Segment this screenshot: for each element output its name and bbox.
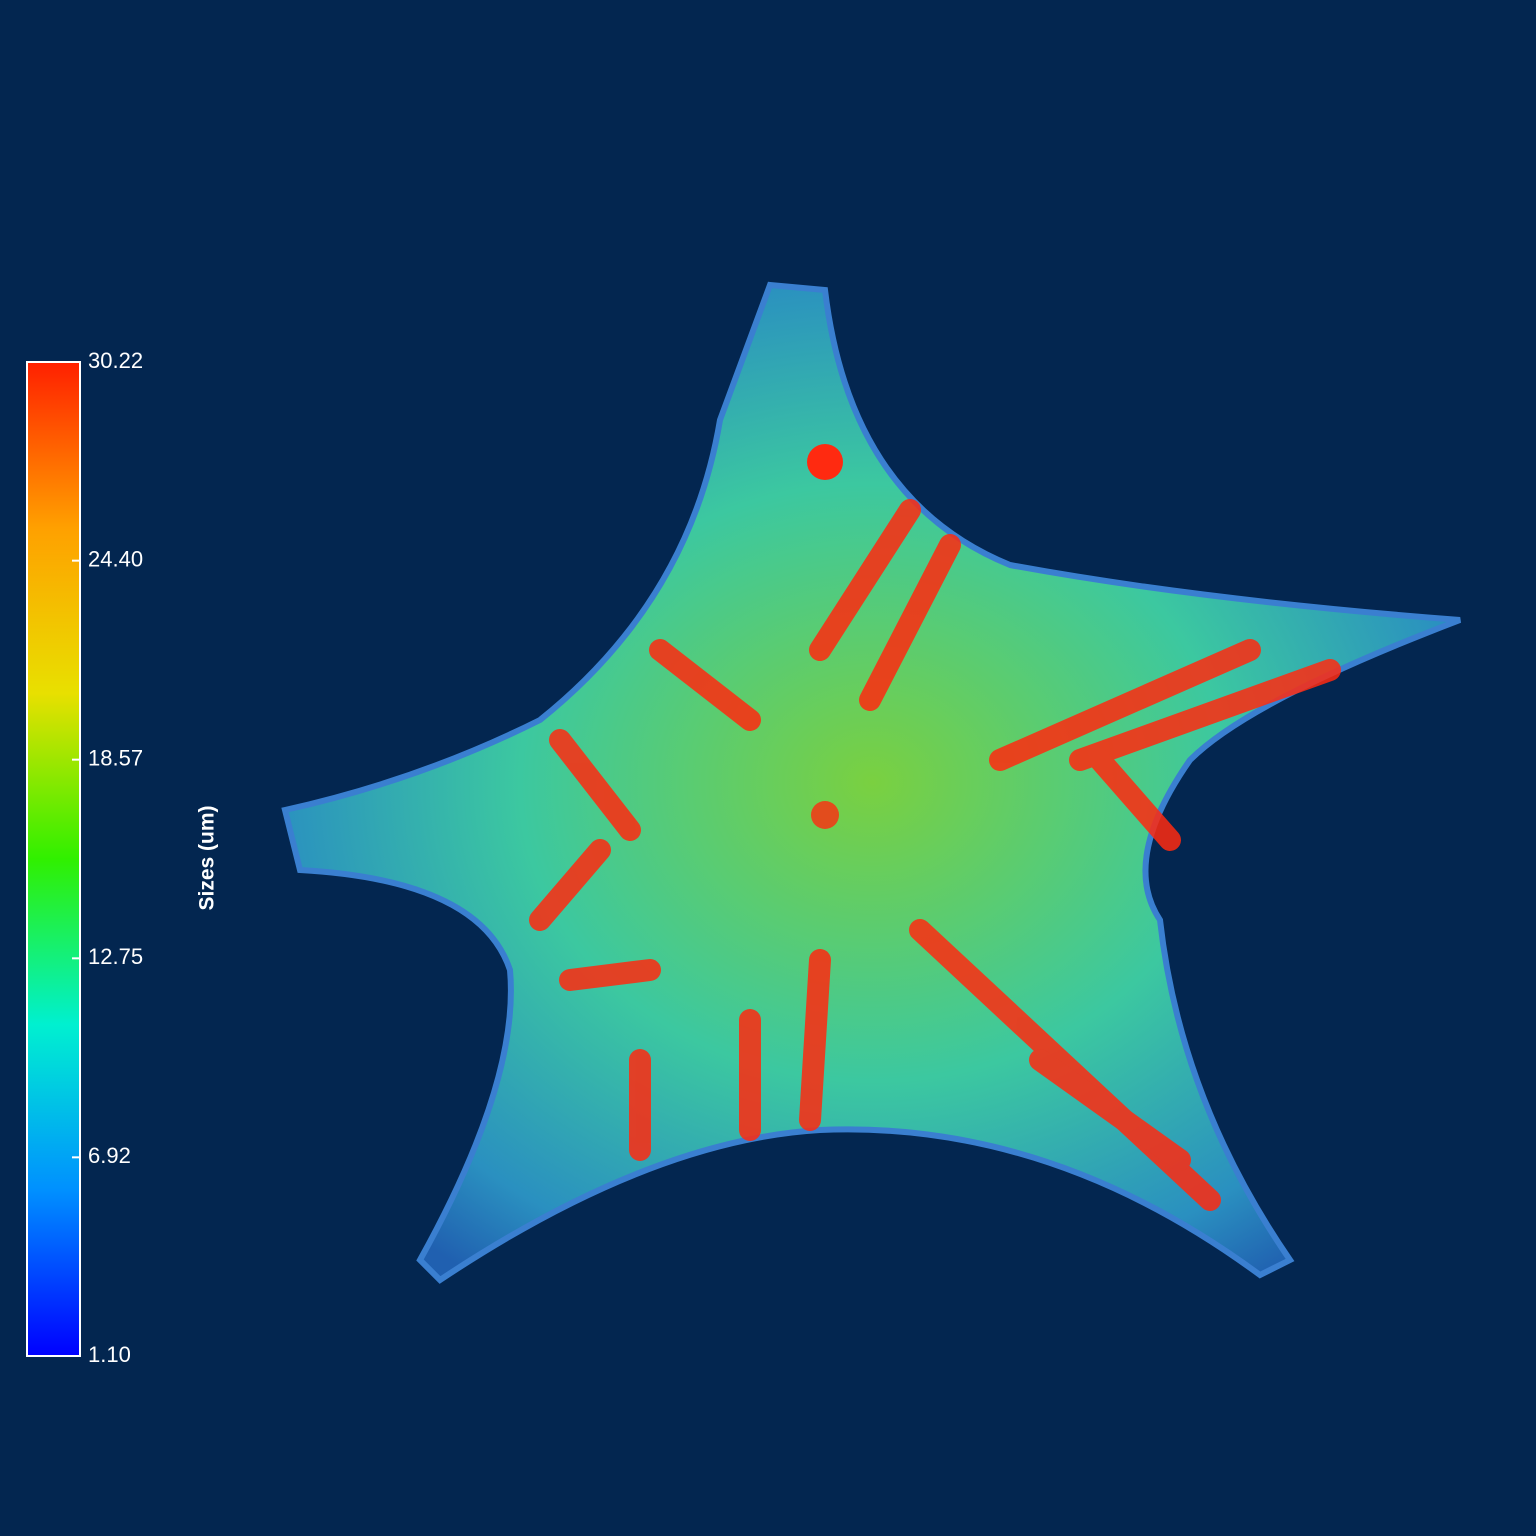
red-cell (811, 801, 839, 829)
starfish-render (281, 281, 1462, 1284)
starfish-body (281, 281, 1462, 1284)
tick-label: 30.22 (88, 348, 143, 373)
colorbar (26, 361, 81, 1357)
tick-label: 6.92 (88, 1143, 131, 1168)
tick-label: 24.40 (88, 546, 143, 571)
tick-label: 18.57 (88, 745, 143, 770)
red-cell-streaks (529, 499, 1341, 1211)
red-cell (807, 444, 843, 480)
colorbar-label: Sizes (um) (196, 805, 219, 910)
tick-label: 1.10 (88, 1342, 131, 1367)
tick-label: 12.75 (88, 944, 143, 969)
